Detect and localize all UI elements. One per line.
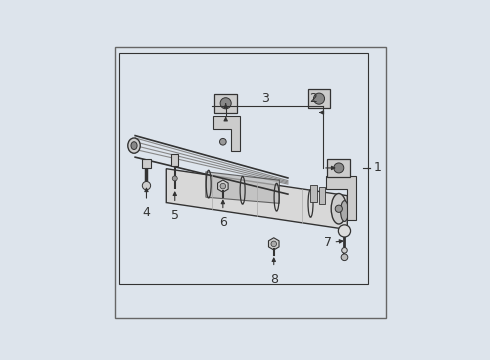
FancyBboxPatch shape <box>308 89 330 108</box>
Ellipse shape <box>331 194 346 224</box>
Circle shape <box>220 183 225 189</box>
Text: 5: 5 <box>171 209 179 222</box>
Ellipse shape <box>131 142 137 149</box>
Bar <box>310 185 317 202</box>
Bar <box>318 187 325 204</box>
Text: 8: 8 <box>270 273 278 286</box>
FancyBboxPatch shape <box>142 159 151 168</box>
Text: 7: 7 <box>324 235 332 248</box>
Circle shape <box>339 225 350 237</box>
Text: 6: 6 <box>219 216 227 229</box>
Text: 1: 1 <box>374 161 382 175</box>
Circle shape <box>220 139 226 145</box>
Text: 2: 2 <box>309 92 318 105</box>
Text: 4: 4 <box>143 206 150 220</box>
Polygon shape <box>206 172 279 203</box>
Polygon shape <box>213 116 240 151</box>
Circle shape <box>334 163 344 173</box>
Circle shape <box>342 248 347 253</box>
Circle shape <box>172 176 177 181</box>
Polygon shape <box>166 169 347 230</box>
Circle shape <box>220 98 231 109</box>
Circle shape <box>142 181 150 190</box>
Text: 3: 3 <box>261 92 269 105</box>
Ellipse shape <box>341 201 348 221</box>
Polygon shape <box>326 176 356 220</box>
FancyBboxPatch shape <box>327 159 350 177</box>
Circle shape <box>335 205 343 212</box>
Circle shape <box>314 93 324 104</box>
Polygon shape <box>269 238 279 250</box>
Polygon shape <box>218 180 228 192</box>
Ellipse shape <box>128 138 140 153</box>
Circle shape <box>341 254 348 261</box>
FancyBboxPatch shape <box>172 154 178 166</box>
Circle shape <box>271 241 276 247</box>
Bar <box>120 53 368 284</box>
FancyBboxPatch shape <box>214 94 237 113</box>
